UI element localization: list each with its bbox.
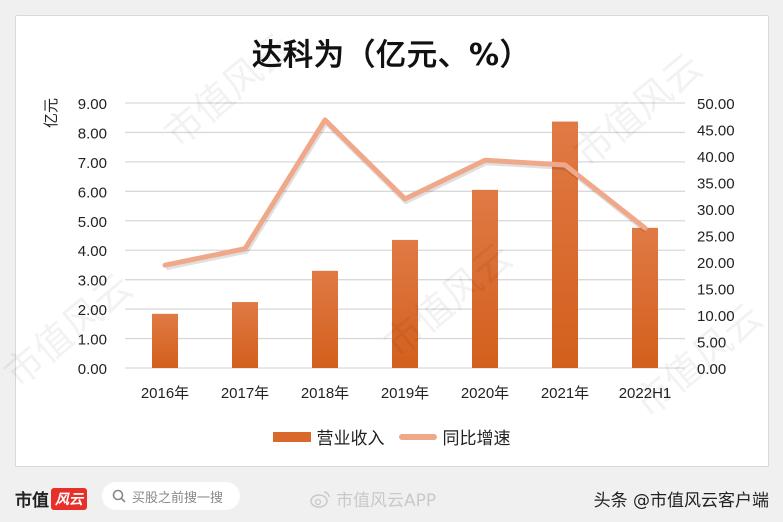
- y-tick-label: 3.00: [78, 273, 107, 290]
- x-tick-label: 2020年: [461, 385, 509, 402]
- revenue-bar: [152, 313, 178, 368]
- weibo-icon: [310, 490, 330, 508]
- legend: 营业收入 同比增速: [0, 424, 783, 449]
- y-tick-label: 4.00: [78, 243, 107, 260]
- growth-line: [162, 117, 648, 268]
- revenue-bar: [632, 227, 658, 368]
- revenue-bar: [392, 239, 418, 368]
- y2-tick-label: 20.00: [697, 255, 735, 272]
- legend-label-growth: 同比增速: [442, 429, 511, 449]
- x-tick-label: 2021年: [541, 385, 589, 402]
- x-tick-label: 2018年: [301, 385, 349, 402]
- revenue-bar: [312, 270, 338, 368]
- revenue-bar: [232, 302, 258, 368]
- y-tick-label: 0.00: [78, 361, 107, 378]
- x-tick-label: 2019年: [381, 385, 429, 402]
- y2-tick-label: 35.00: [697, 176, 735, 193]
- y2-tick-label: 50.00: [697, 96, 735, 113]
- y2-tick-label: 15.00: [697, 282, 735, 299]
- brand-logo: 市值 风云: [15, 486, 87, 511]
- y-tick-label: 5.00: [78, 214, 107, 231]
- x-tick-label: 2016年: [141, 385, 189, 402]
- legend-label-revenue: 营业收入: [316, 429, 385, 449]
- y-tick-label: 9.00: [78, 96, 107, 113]
- search-box[interactable]: 买股之前搜一搜: [102, 482, 240, 510]
- footer: 市值 风云 买股之前搜一搜 市值风云APP 头条 @市值风云客户端: [0, 478, 783, 518]
- weibo-watermark: 市值风云APP: [310, 486, 436, 511]
- logo-badge: 风云: [51, 487, 87, 510]
- y2-tick-label: 10.00: [697, 308, 735, 325]
- y-tick-label: 8.00: [78, 125, 107, 142]
- y2-tick-label: 45.00: [697, 123, 735, 140]
- y-tick-label: 7.00: [78, 155, 107, 172]
- y2-tick-label: 5.00: [697, 335, 726, 352]
- y-tick-label: 2.00: [78, 302, 107, 319]
- search-icon: [112, 489, 126, 503]
- y2-tick-label: 30.00: [697, 202, 735, 219]
- y-tick-label: 1.00: [78, 332, 107, 349]
- y2-tick-label: 0.00: [697, 361, 726, 378]
- weibo-text: 市值风云APP: [336, 491, 437, 511]
- chart-title: 达科为（亿元、%）: [251, 38, 532, 73]
- legend-item-revenue: 营业收入: [272, 424, 385, 449]
- legend-item-growth: 同比增速: [398, 424, 511, 449]
- y2-tick-label: 40.00: [697, 149, 735, 166]
- revenue-bar: [552, 121, 578, 368]
- y-tick-label: 6.00: [78, 184, 107, 201]
- x-tick-label: 2022H1: [619, 385, 672, 402]
- bar-swatch-icon: [272, 431, 311, 442]
- x-tick-label: 2017年: [221, 385, 269, 402]
- line-swatch-icon: [398, 433, 437, 440]
- y2-tick-label: 25.00: [697, 229, 735, 246]
- search-placeholder: 买股之前搜一搜: [132, 490, 224, 506]
- revenue-bar: [472, 189, 498, 368]
- logo-text: 市值: [15, 491, 49, 511]
- toutiao-credit: 头条 @市值风云客户端: [593, 491, 769, 511]
